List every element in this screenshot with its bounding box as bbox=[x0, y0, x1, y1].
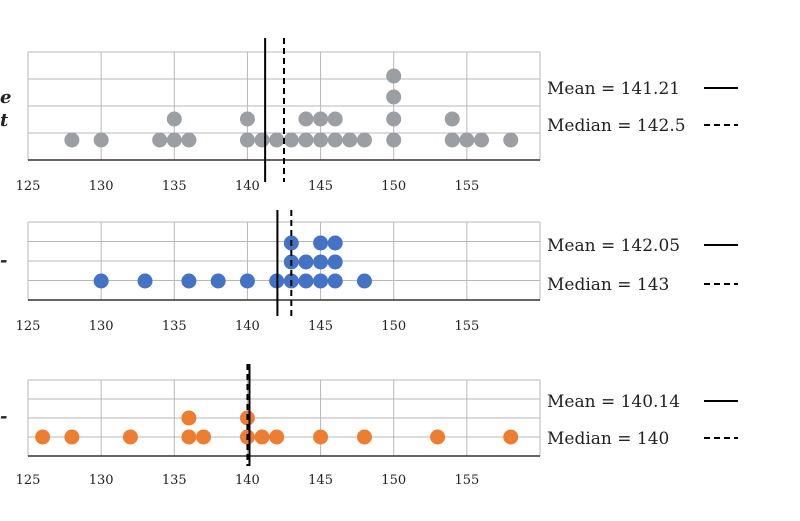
data-point-dot bbox=[254, 429, 270, 445]
data-point-dot bbox=[327, 273, 343, 289]
data-point-dot bbox=[459, 132, 475, 148]
data-point-dot bbox=[35, 429, 51, 445]
data-point-dot bbox=[356, 429, 372, 445]
data-point-dot bbox=[327, 132, 343, 148]
x-tick-label: 140 bbox=[235, 473, 260, 488]
data-point-dot bbox=[93, 132, 109, 148]
dot-plot-panel-3: 125 130 135 140 145 150 155 Mean = 140.14 Median… bbox=[16, 364, 738, 488]
x-tick-label: 135 bbox=[162, 319, 187, 334]
data-point-dot bbox=[386, 68, 402, 84]
data-point-dot bbox=[386, 89, 402, 105]
x-tick-label: 125 bbox=[16, 179, 41, 194]
data-point-dot bbox=[313, 235, 329, 251]
x-tick-label: 145 bbox=[308, 473, 333, 488]
data-point-dot bbox=[327, 111, 343, 127]
data-point-dot bbox=[342, 132, 358, 148]
x-tick-label: 130 bbox=[89, 179, 114, 194]
cropped-edge-glyph: t bbox=[0, 110, 9, 131]
data-point-dot bbox=[239, 132, 255, 148]
x-tick-label: 140 bbox=[235, 179, 260, 194]
data-point-dot bbox=[386, 132, 402, 148]
data-point-dot bbox=[181, 410, 197, 426]
x-tick-label: 130 bbox=[89, 319, 114, 334]
data-point-dot bbox=[503, 132, 519, 148]
data-point-dot bbox=[298, 254, 314, 270]
cropped-edge-glyph: - bbox=[0, 406, 7, 427]
x-tick-label: 150 bbox=[381, 179, 406, 194]
data-point-dot bbox=[196, 429, 212, 445]
x-tick-label: 155 bbox=[454, 179, 479, 194]
median-legend-label: Median = 140 bbox=[547, 429, 669, 449]
data-point-dot bbox=[356, 132, 372, 148]
data-point-dot bbox=[430, 429, 446, 445]
data-point-dot bbox=[503, 429, 519, 445]
data-point-dot bbox=[327, 235, 343, 251]
data-point-dot bbox=[137, 273, 153, 289]
mean-legend-label: Mean = 142.05 bbox=[547, 236, 680, 256]
x-tick-label: 145 bbox=[308, 319, 333, 334]
x-tick-label: 135 bbox=[162, 179, 187, 194]
data-point-dot bbox=[181, 132, 197, 148]
data-point-dot bbox=[152, 132, 168, 148]
x-tick-label: 130 bbox=[89, 473, 114, 488]
dot-plot-panel-1: 125 130 135 140 145 150 155 Mean = 141.21 Median… bbox=[16, 38, 738, 194]
x-tick-label: 150 bbox=[381, 473, 406, 488]
data-point-dot bbox=[473, 132, 489, 148]
data-point-dot bbox=[64, 132, 80, 148]
data-point-dot bbox=[122, 429, 138, 445]
x-tick-label: 135 bbox=[162, 473, 187, 488]
data-point-dot bbox=[269, 429, 285, 445]
data-point-dot bbox=[64, 429, 80, 445]
data-point-dot bbox=[313, 111, 329, 127]
cropped-edge-glyph: e bbox=[0, 87, 11, 108]
data-point-dot bbox=[298, 111, 314, 127]
cropped-edge-glyph: - bbox=[0, 250, 7, 271]
data-point-dot bbox=[93, 273, 109, 289]
data-point-dot bbox=[239, 273, 255, 289]
x-tick-label: 140 bbox=[235, 319, 260, 334]
mean-legend-label: Mean = 140.14 bbox=[547, 392, 680, 412]
data-point-dot bbox=[386, 111, 402, 127]
data-point-dot bbox=[444, 111, 460, 127]
x-tick-label: 155 bbox=[454, 473, 479, 488]
data-point-dot bbox=[166, 132, 182, 148]
median-legend-label: Median = 143 bbox=[547, 275, 669, 295]
x-tick-label: 150 bbox=[381, 319, 406, 334]
x-tick-label: 125 bbox=[16, 319, 41, 334]
data-point-dot bbox=[313, 132, 329, 148]
data-point-dot bbox=[313, 273, 329, 289]
data-point-dot bbox=[181, 429, 197, 445]
data-point-dot bbox=[283, 132, 299, 148]
data-point-dot bbox=[327, 254, 343, 270]
data-point-dot bbox=[313, 429, 329, 445]
mean-legend-label: Mean = 141.21 bbox=[547, 79, 680, 99]
data-point-dot bbox=[181, 273, 197, 289]
x-tick-label: 125 bbox=[16, 473, 41, 488]
data-point-dot bbox=[210, 273, 226, 289]
data-point-dot bbox=[269, 132, 285, 148]
data-point-dot bbox=[356, 273, 372, 289]
data-point-dot bbox=[298, 132, 314, 148]
median-legend-label: Median = 142.5 bbox=[547, 116, 686, 136]
data-point-dot bbox=[254, 132, 270, 148]
data-point-dot bbox=[166, 111, 182, 127]
x-tick-label: 155 bbox=[454, 319, 479, 334]
data-point-dot bbox=[444, 132, 460, 148]
data-point-dot bbox=[313, 254, 329, 270]
x-tick-label: 145 bbox=[308, 179, 333, 194]
data-point-dot bbox=[239, 111, 255, 127]
data-point-dot bbox=[298, 273, 314, 289]
dot-plot-panel-2: 125 130 135 140 145 150 155 Mean = 142.05 Median… bbox=[16, 210, 738, 334]
